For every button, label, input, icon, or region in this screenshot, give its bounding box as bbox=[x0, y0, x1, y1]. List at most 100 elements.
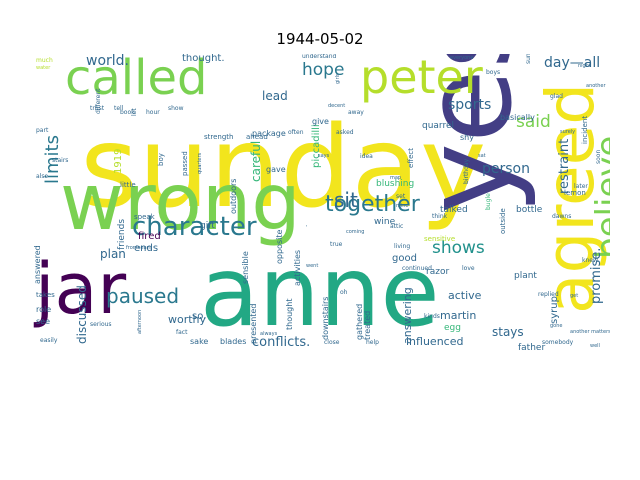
word: everyone bbox=[450, 55, 474, 61]
word: syrup bbox=[549, 296, 560, 324]
word: see bbox=[36, 317, 51, 326]
word: wine bbox=[374, 217, 396, 227]
word: sunday bbox=[525, 54, 532, 64]
word: tell bbox=[114, 105, 124, 112]
word: sake bbox=[190, 337, 209, 346]
word: martin bbox=[440, 309, 477, 322]
word: much bbox=[36, 57, 53, 64]
word: person bbox=[482, 161, 530, 177]
word: surely bbox=[560, 129, 576, 135]
word: sensible bbox=[241, 251, 250, 284]
word: careful bbox=[249, 140, 263, 182]
word: bottle bbox=[516, 205, 543, 215]
word: afternoon bbox=[137, 309, 143, 334]
word: ahead bbox=[246, 133, 268, 141]
word: fired bbox=[138, 231, 161, 242]
word: love bbox=[462, 265, 475, 272]
word: hope bbox=[302, 60, 345, 80]
word: outside bbox=[499, 208, 507, 234]
word: encourage bbox=[606, 197, 610, 304]
word: always bbox=[260, 331, 278, 337]
word: passed bbox=[181, 151, 189, 176]
word: part bbox=[36, 127, 49, 134]
word: plant bbox=[514, 271, 537, 281]
word: activities bbox=[293, 249, 302, 286]
word: worthy bbox=[168, 313, 207, 326]
word: get bbox=[570, 293, 579, 299]
word: role bbox=[36, 305, 52, 314]
word: continued bbox=[402, 265, 432, 272]
word: gone bbox=[550, 323, 563, 329]
word: ends bbox=[134, 243, 159, 254]
word: true bbox=[330, 241, 343, 248]
word: promise. bbox=[589, 247, 604, 304]
word: decent bbox=[328, 103, 346, 109]
word: downstairs bbox=[321, 296, 330, 340]
word: basically bbox=[500, 113, 535, 122]
word: quarters bbox=[197, 152, 203, 174]
word: paused bbox=[106, 284, 180, 308]
word: character bbox=[132, 212, 257, 242]
word: 1919 bbox=[113, 148, 124, 174]
word: asked bbox=[336, 129, 354, 136]
word: shows bbox=[432, 238, 485, 258]
word: give bbox=[312, 117, 329, 126]
word: answered bbox=[33, 245, 42, 284]
word: speak bbox=[134, 213, 155, 221]
word: soon bbox=[595, 149, 602, 164]
word: stays bbox=[492, 325, 524, 339]
word: opposite bbox=[275, 229, 284, 264]
word: fact bbox=[176, 329, 188, 336]
word: called bbox=[65, 54, 208, 106]
word: jar bbox=[35, 248, 127, 330]
word: frontseam bbox=[126, 245, 152, 251]
word: razor bbox=[426, 267, 450, 277]
word: oh bbox=[340, 289, 348, 296]
word: gathered bbox=[355, 303, 364, 340]
word: serious bbox=[90, 321, 112, 328]
word: later bbox=[574, 183, 588, 190]
word-cloud: sunday yes wrong anne jar agreed called … bbox=[30, 54, 610, 354]
word: egg bbox=[444, 323, 461, 333]
word: another bbox=[586, 83, 606, 89]
word: different bbox=[95, 88, 102, 114]
word: lead bbox=[262, 89, 288, 103]
word: sports bbox=[448, 97, 492, 113]
word: dawns bbox=[552, 213, 572, 220]
word: gave bbox=[266, 165, 286, 174]
word: replied bbox=[538, 291, 559, 298]
word: went bbox=[306, 263, 319, 269]
word: plan bbox=[100, 247, 126, 261]
word: boy bbox=[157, 153, 165, 166]
word: package bbox=[252, 129, 286, 138]
word: coming bbox=[346, 229, 365, 235]
word: water bbox=[36, 65, 51, 71]
word: sunday bbox=[80, 103, 487, 233]
word: gift bbox=[200, 221, 215, 231]
word: show bbox=[168, 105, 184, 112]
word: close bbox=[324, 339, 340, 346]
word: living bbox=[394, 243, 411, 250]
word: influenced bbox=[406, 335, 464, 348]
word: stairs bbox=[52, 157, 69, 164]
word: away bbox=[348, 109, 364, 116]
word: discussed bbox=[75, 285, 89, 344]
word: sat bbox=[478, 153, 486, 159]
word: sensitive bbox=[424, 235, 456, 243]
word: so. bbox=[192, 311, 207, 322]
word: anne bbox=[200, 236, 440, 348]
word: good bbox=[392, 253, 417, 264]
word: blades bbox=[220, 337, 247, 346]
word: also bbox=[36, 173, 49, 180]
word: boys bbox=[486, 69, 501, 76]
word: world. bbox=[86, 54, 129, 69]
word: talked bbox=[440, 205, 468, 215]
word: thought bbox=[285, 298, 294, 330]
word: shy bbox=[460, 133, 474, 142]
word: restraint bbox=[557, 138, 572, 194]
word: hour bbox=[146, 109, 160, 116]
word: little bbox=[120, 181, 136, 189]
word: bugle bbox=[485, 193, 492, 210]
word: ' bbox=[306, 225, 308, 231]
word: conflicts. bbox=[252, 335, 311, 350]
